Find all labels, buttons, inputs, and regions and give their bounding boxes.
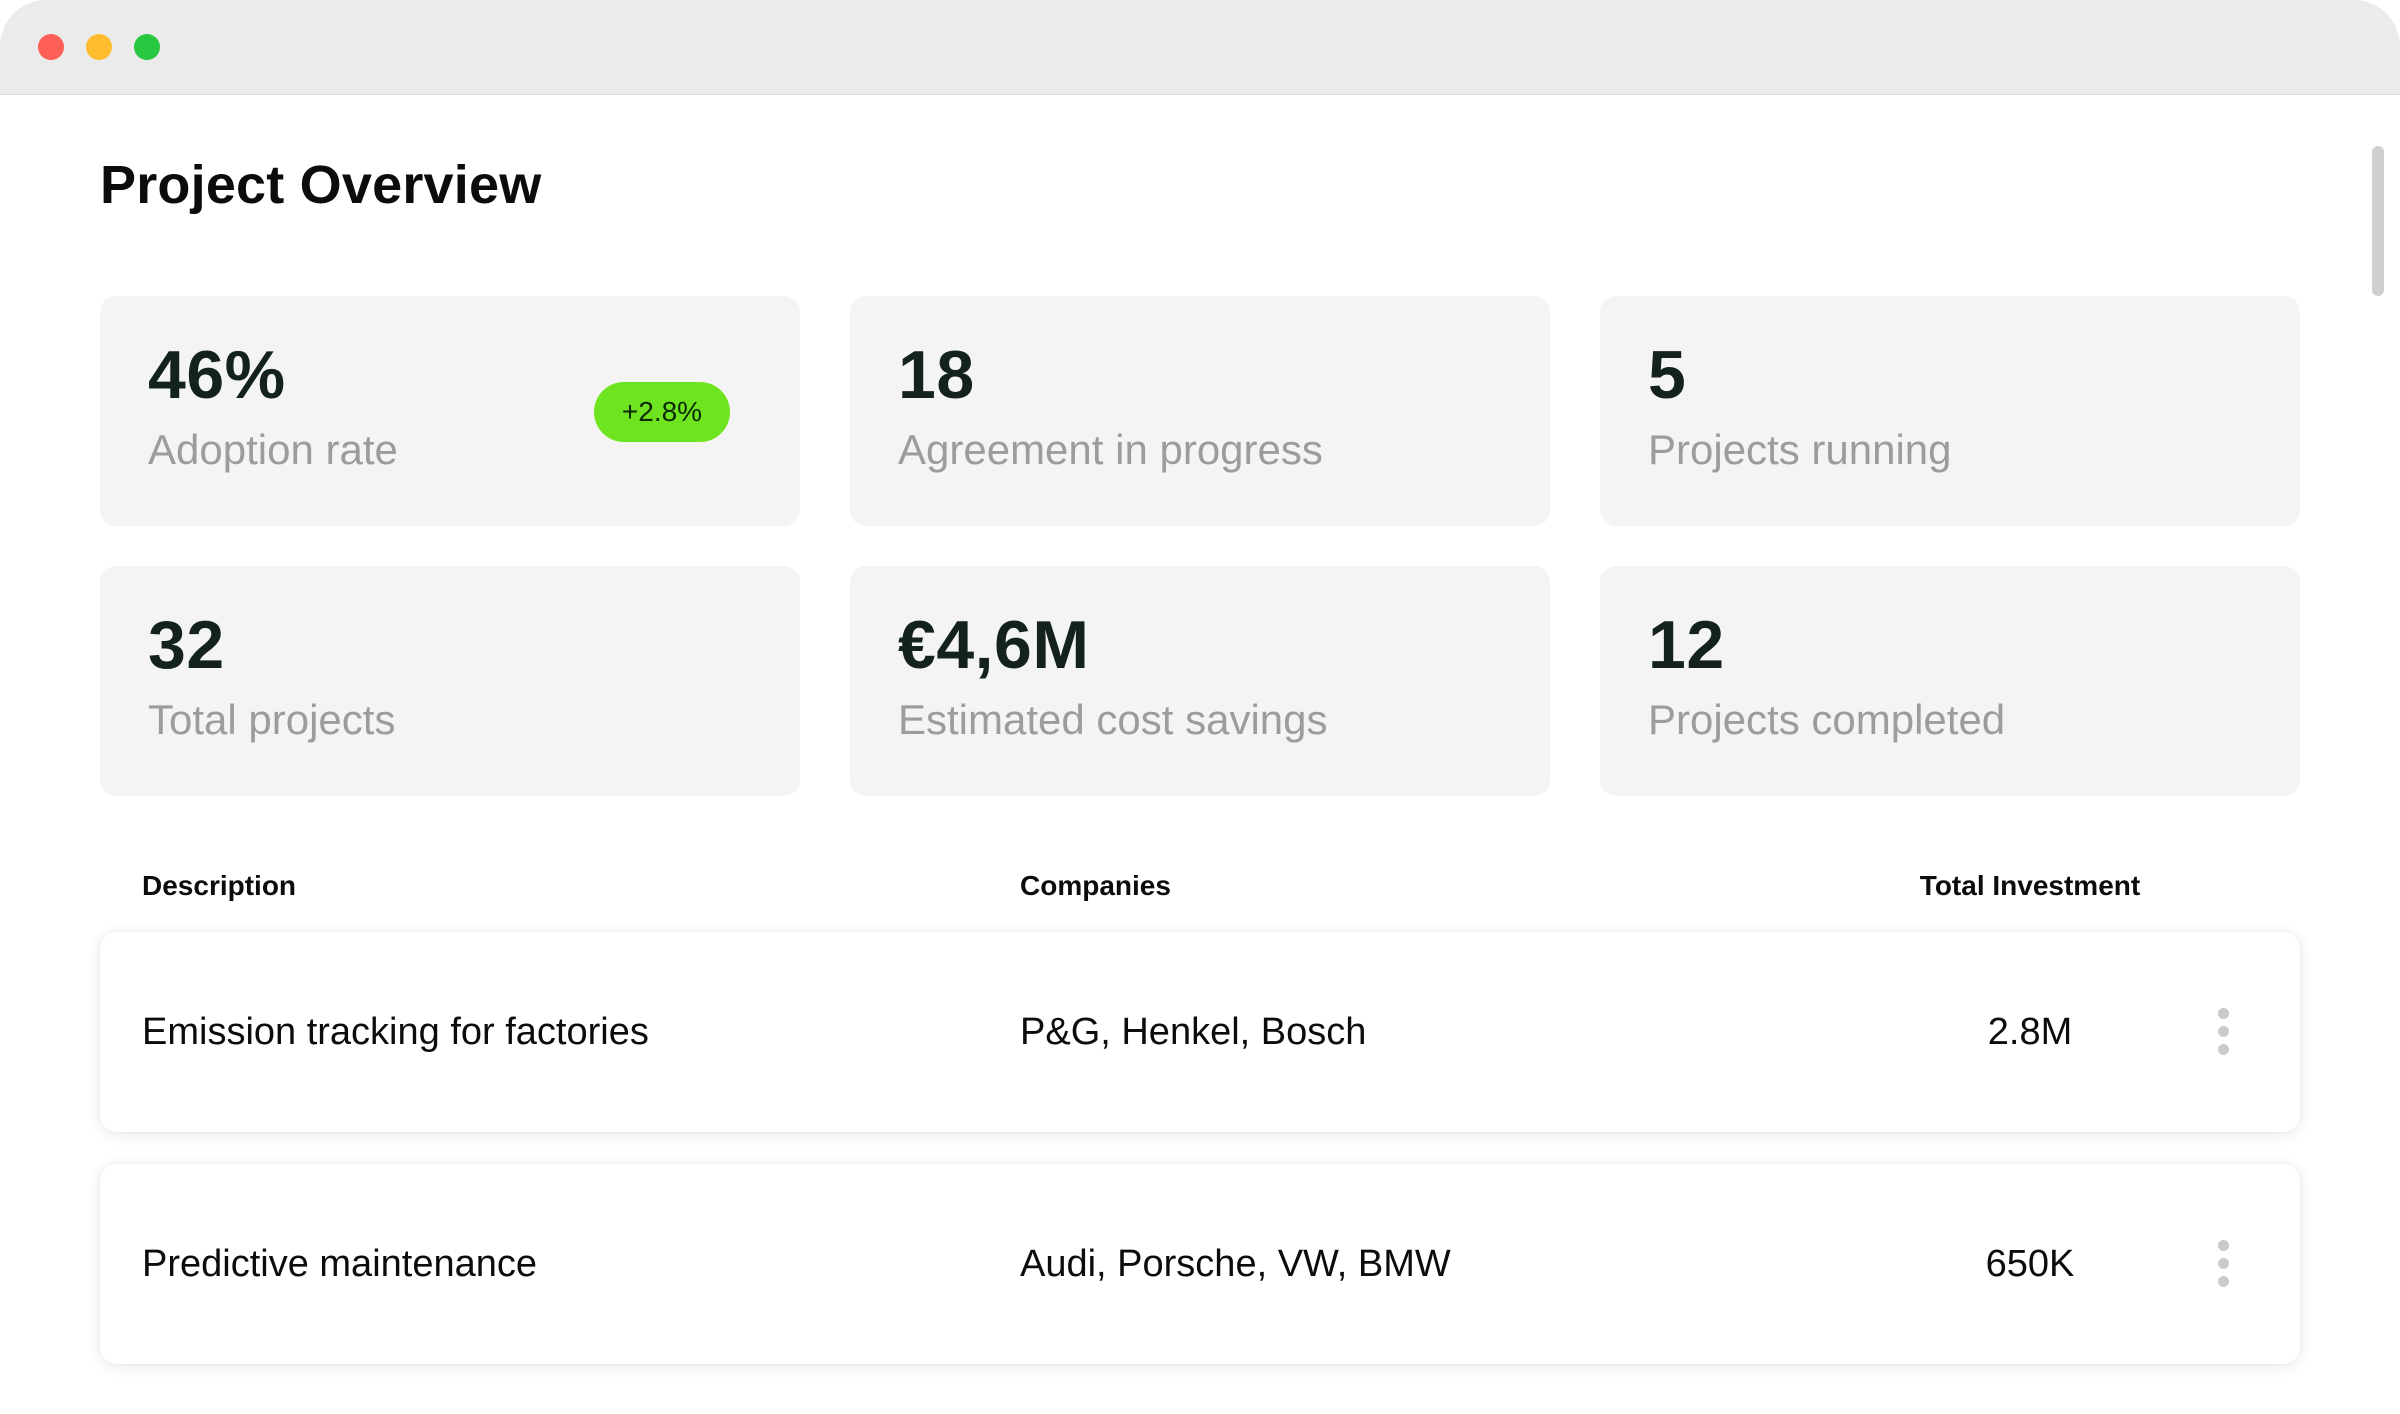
stat-label: Estimated cost savings bbox=[898, 696, 1328, 743]
zoom-window-button[interactable] bbox=[134, 34, 160, 60]
page-title: Project Overview bbox=[100, 155, 542, 215]
column-header-description[interactable]: Description bbox=[142, 870, 297, 901]
stat-card-projects-completed: 12 Projects completed bbox=[1600, 566, 2300, 796]
stat-card-total-projects: 32 Total projects bbox=[100, 566, 800, 796]
row-description: Predictive maintenance bbox=[142, 1243, 537, 1285]
column-header-total-investment[interactable]: Total Investment bbox=[1919, 870, 2141, 901]
row-investment: 650K bbox=[1985, 1243, 2075, 1285]
close-window-button[interactable] bbox=[38, 34, 64, 60]
stat-value: 46% bbox=[148, 337, 286, 413]
table-row[interactable]: Predictive maintenance Audi, Porsche, VW… bbox=[100, 1164, 2300, 1364]
stat-value: 18 bbox=[898, 337, 975, 413]
stat-value: €4,6M bbox=[898, 607, 1090, 683]
minimize-window-button[interactable] bbox=[86, 34, 112, 60]
stat-card-agreement-in-progress: 18 Agreement in progress bbox=[850, 296, 1550, 526]
stat-card-projects-running: 5 Projects running bbox=[1600, 296, 2300, 526]
row-companies: Audi, Porsche, VW, BMW bbox=[1020, 1243, 1451, 1285]
window-titlebar bbox=[0, 0, 2400, 95]
row-companies: P&G, Henkel, Bosch bbox=[1020, 1011, 1367, 1053]
table-row[interactable]: Emission tracking for factories P&G, Hen… bbox=[100, 932, 2300, 1132]
stat-value: 12 bbox=[1648, 607, 1725, 683]
row-description: Emission tracking for factories bbox=[142, 1011, 649, 1053]
stat-label: Adoption rate bbox=[148, 426, 398, 473]
stat-label: Agreement in progress bbox=[898, 426, 1323, 473]
more-vertical-icon[interactable] bbox=[2218, 1008, 2230, 1056]
stat-card-adoption-rate: 46% Adoption rate +2.8% bbox=[100, 296, 800, 526]
column-header-companies[interactable]: Companies bbox=[1020, 870, 1171, 901]
trend-badge: +2.8% bbox=[594, 382, 730, 442]
stat-label: Total projects bbox=[148, 696, 396, 743]
stat-value: 32 bbox=[148, 607, 225, 683]
more-vertical-icon[interactable] bbox=[2218, 1240, 2230, 1288]
stat-value: 5 bbox=[1648, 337, 1687, 413]
stat-label: Projects completed bbox=[1648, 696, 2006, 743]
row-investment: 2.8M bbox=[1987, 1011, 2073, 1053]
vertical-scrollbar[interactable] bbox=[2372, 146, 2384, 296]
stat-card-estimated-cost-savings: €4,6M Estimated cost savings bbox=[850, 566, 1550, 796]
stat-label: Projects running bbox=[1648, 426, 1952, 473]
